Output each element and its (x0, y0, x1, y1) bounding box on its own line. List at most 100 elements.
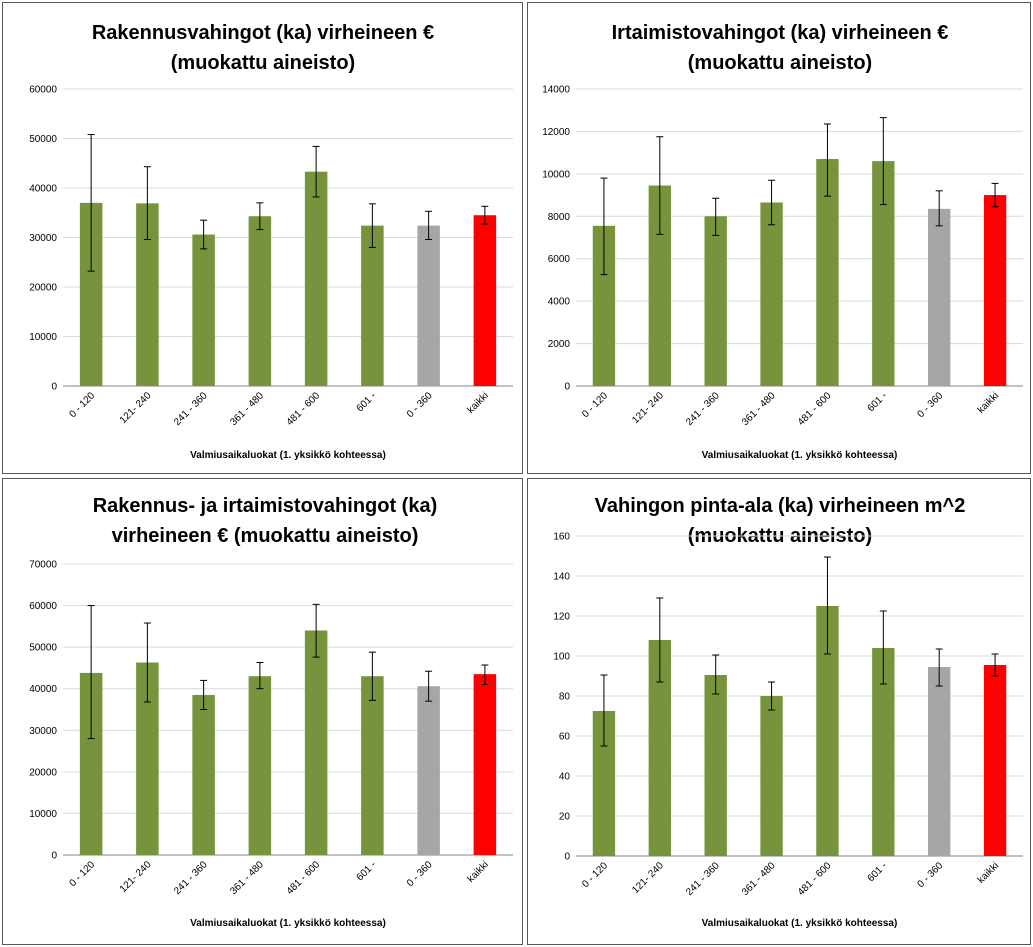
y-tick-label: 120 (553, 612, 570, 623)
chart-3-svg: Rakennus- ja irtaimistovahingot (ka) virh… (29, 495, 513, 929)
x-tick-label: 241 - 360 (172, 390, 210, 428)
bar (704, 216, 727, 386)
bar (648, 640, 671, 856)
y-tick-label: 70000 (29, 560, 57, 571)
x-axis-label: Valmiusaikaluokat (1. yksikkö kohteessa) (702, 450, 898, 461)
y-tick-label: 60000 (29, 601, 57, 612)
x-tick-label: 121- 240 (118, 390, 154, 426)
y-tick-label: 50000 (29, 643, 57, 654)
y-tick-label: 30000 (29, 233, 57, 244)
y-tick-label: 10000 (29, 809, 57, 820)
y-tick-label: 14000 (542, 85, 570, 96)
x-tick-label: 0 - 120 (67, 859, 97, 889)
y-tick-label: 40 (559, 772, 571, 783)
bar (361, 225, 384, 386)
x-tick-label: 361 - 480 (228, 859, 266, 897)
x-axis-label: Valmiusaikaluokat (1. yksikkö kohteessa) (702, 918, 898, 929)
x-tick-label: 0 - 360 (405, 390, 435, 420)
x-tick-label: 0 - 360 (405, 859, 435, 889)
x-tick-label: 481 - 600 (796, 860, 834, 898)
bar (816, 159, 839, 386)
y-tick-label: 60 (559, 732, 571, 743)
y-tick-label: 50000 (29, 134, 57, 145)
x-tick-label: kaikki (466, 390, 491, 415)
chart-title-line: Vahingon pinta-ala (ka) virheineen m^2 (595, 495, 966, 517)
bar (248, 216, 272, 386)
chart-panel-1: Rakennusvahingot (ka) virheineen € (muoka… (2, 2, 523, 474)
bar (983, 195, 1007, 386)
chart-title-line: (muokattu aineisto) (171, 52, 355, 74)
y-tick-label: 20000 (29, 283, 57, 294)
chart-title-line: (muokattu aineisto) (688, 52, 872, 74)
bar (473, 674, 497, 855)
y-tick-label: 20 (559, 812, 571, 823)
bar (760, 202, 783, 386)
bar (592, 225, 616, 386)
x-tick-label: 0 - 360 (916, 860, 946, 890)
bar (79, 672, 103, 855)
bar (928, 208, 951, 386)
x-tick-label: 481 - 600 (285, 859, 323, 897)
bar (304, 171, 328, 386)
y-tick-label: 40000 (29, 684, 57, 695)
x-tick-label: 0 - 120 (580, 860, 610, 890)
x-tick-label: 601 - (355, 859, 379, 883)
y-tick-label: 20000 (29, 767, 57, 778)
y-tick-label: 0 (51, 382, 57, 393)
y-tick-label: 140 (553, 572, 570, 583)
y-tick-label: 30000 (29, 726, 57, 737)
y-tick-label: 40000 (29, 184, 57, 195)
x-tick-label: kaikki (466, 859, 491, 884)
x-tick-label: kaikki (976, 390, 1001, 415)
bar (79, 202, 103, 386)
bar (704, 675, 727, 856)
bar (872, 648, 895, 856)
chart-panel-2: Irtaimistovahingot (ka) virheineen € (muo… (527, 2, 1031, 474)
x-tick-label: 121- 240 (630, 390, 666, 426)
x-tick-label: 241 - 360 (172, 859, 210, 897)
x-tick-label: kaikki (976, 860, 1001, 885)
bar (248, 676, 272, 855)
chart-title-line: Irtaimistovahingot (ka) virheineen € (612, 22, 949, 44)
y-tick-label: 6000 (548, 254, 571, 265)
bar (648, 185, 671, 386)
bar (592, 711, 616, 856)
x-tick-label: 361 - 480 (740, 390, 778, 428)
y-tick-label: 100 (553, 652, 570, 663)
chart-1-svg: Rakennusvahingot (ka) virheineen € (muoka… (29, 22, 513, 461)
bar (192, 694, 215, 855)
y-tick-label: 2000 (548, 339, 571, 350)
x-tick-label: 121- 240 (118, 859, 154, 895)
x-tick-label: 0 - 120 (580, 390, 610, 420)
y-tick-label: 160 (553, 532, 570, 543)
bar (983, 665, 1007, 856)
x-tick-label: 121- 240 (630, 860, 666, 896)
chart-title-line: Rakennus- ja irtaimistovahingot (ka) (93, 495, 438, 517)
x-tick-label: 481 - 600 (285, 390, 323, 428)
bar (361, 676, 384, 855)
bar (417, 686, 440, 855)
x-tick-label: 361 - 480 (228, 390, 266, 428)
x-tick-label: 601 - (355, 390, 379, 414)
y-tick-label: 0 (564, 382, 570, 393)
x-tick-label: 0 - 120 (67, 390, 97, 420)
x-tick-label: 601 - (866, 390, 890, 414)
y-tick-label: 60000 (29, 85, 57, 96)
chart-panel-4: Vahingon pinta-ala (ka) virheineen m^2 (m… (527, 478, 1031, 945)
bar (760, 696, 783, 856)
x-tick-label: 0 - 360 (916, 390, 946, 420)
x-tick-label: 241 - 360 (684, 390, 722, 428)
chart-2-svg: Irtaimistovahingot (ka) virheineen € (muo… (542, 22, 1023, 461)
y-tick-label: 8000 (548, 212, 571, 223)
bar (473, 215, 497, 386)
bar (136, 662, 159, 855)
y-tick-label: 10000 (29, 332, 57, 343)
bar (192, 234, 215, 386)
chart-title-line: virheineen € (muokattu aineisto) (112, 525, 419, 547)
x-tick-label: 601 - (866, 860, 890, 884)
x-tick-label: 241 - 360 (684, 860, 722, 898)
y-tick-label: 10000 (542, 169, 570, 180)
bar (872, 161, 895, 386)
y-tick-label: 12000 (542, 127, 570, 138)
x-tick-label: 481 - 600 (796, 390, 834, 428)
